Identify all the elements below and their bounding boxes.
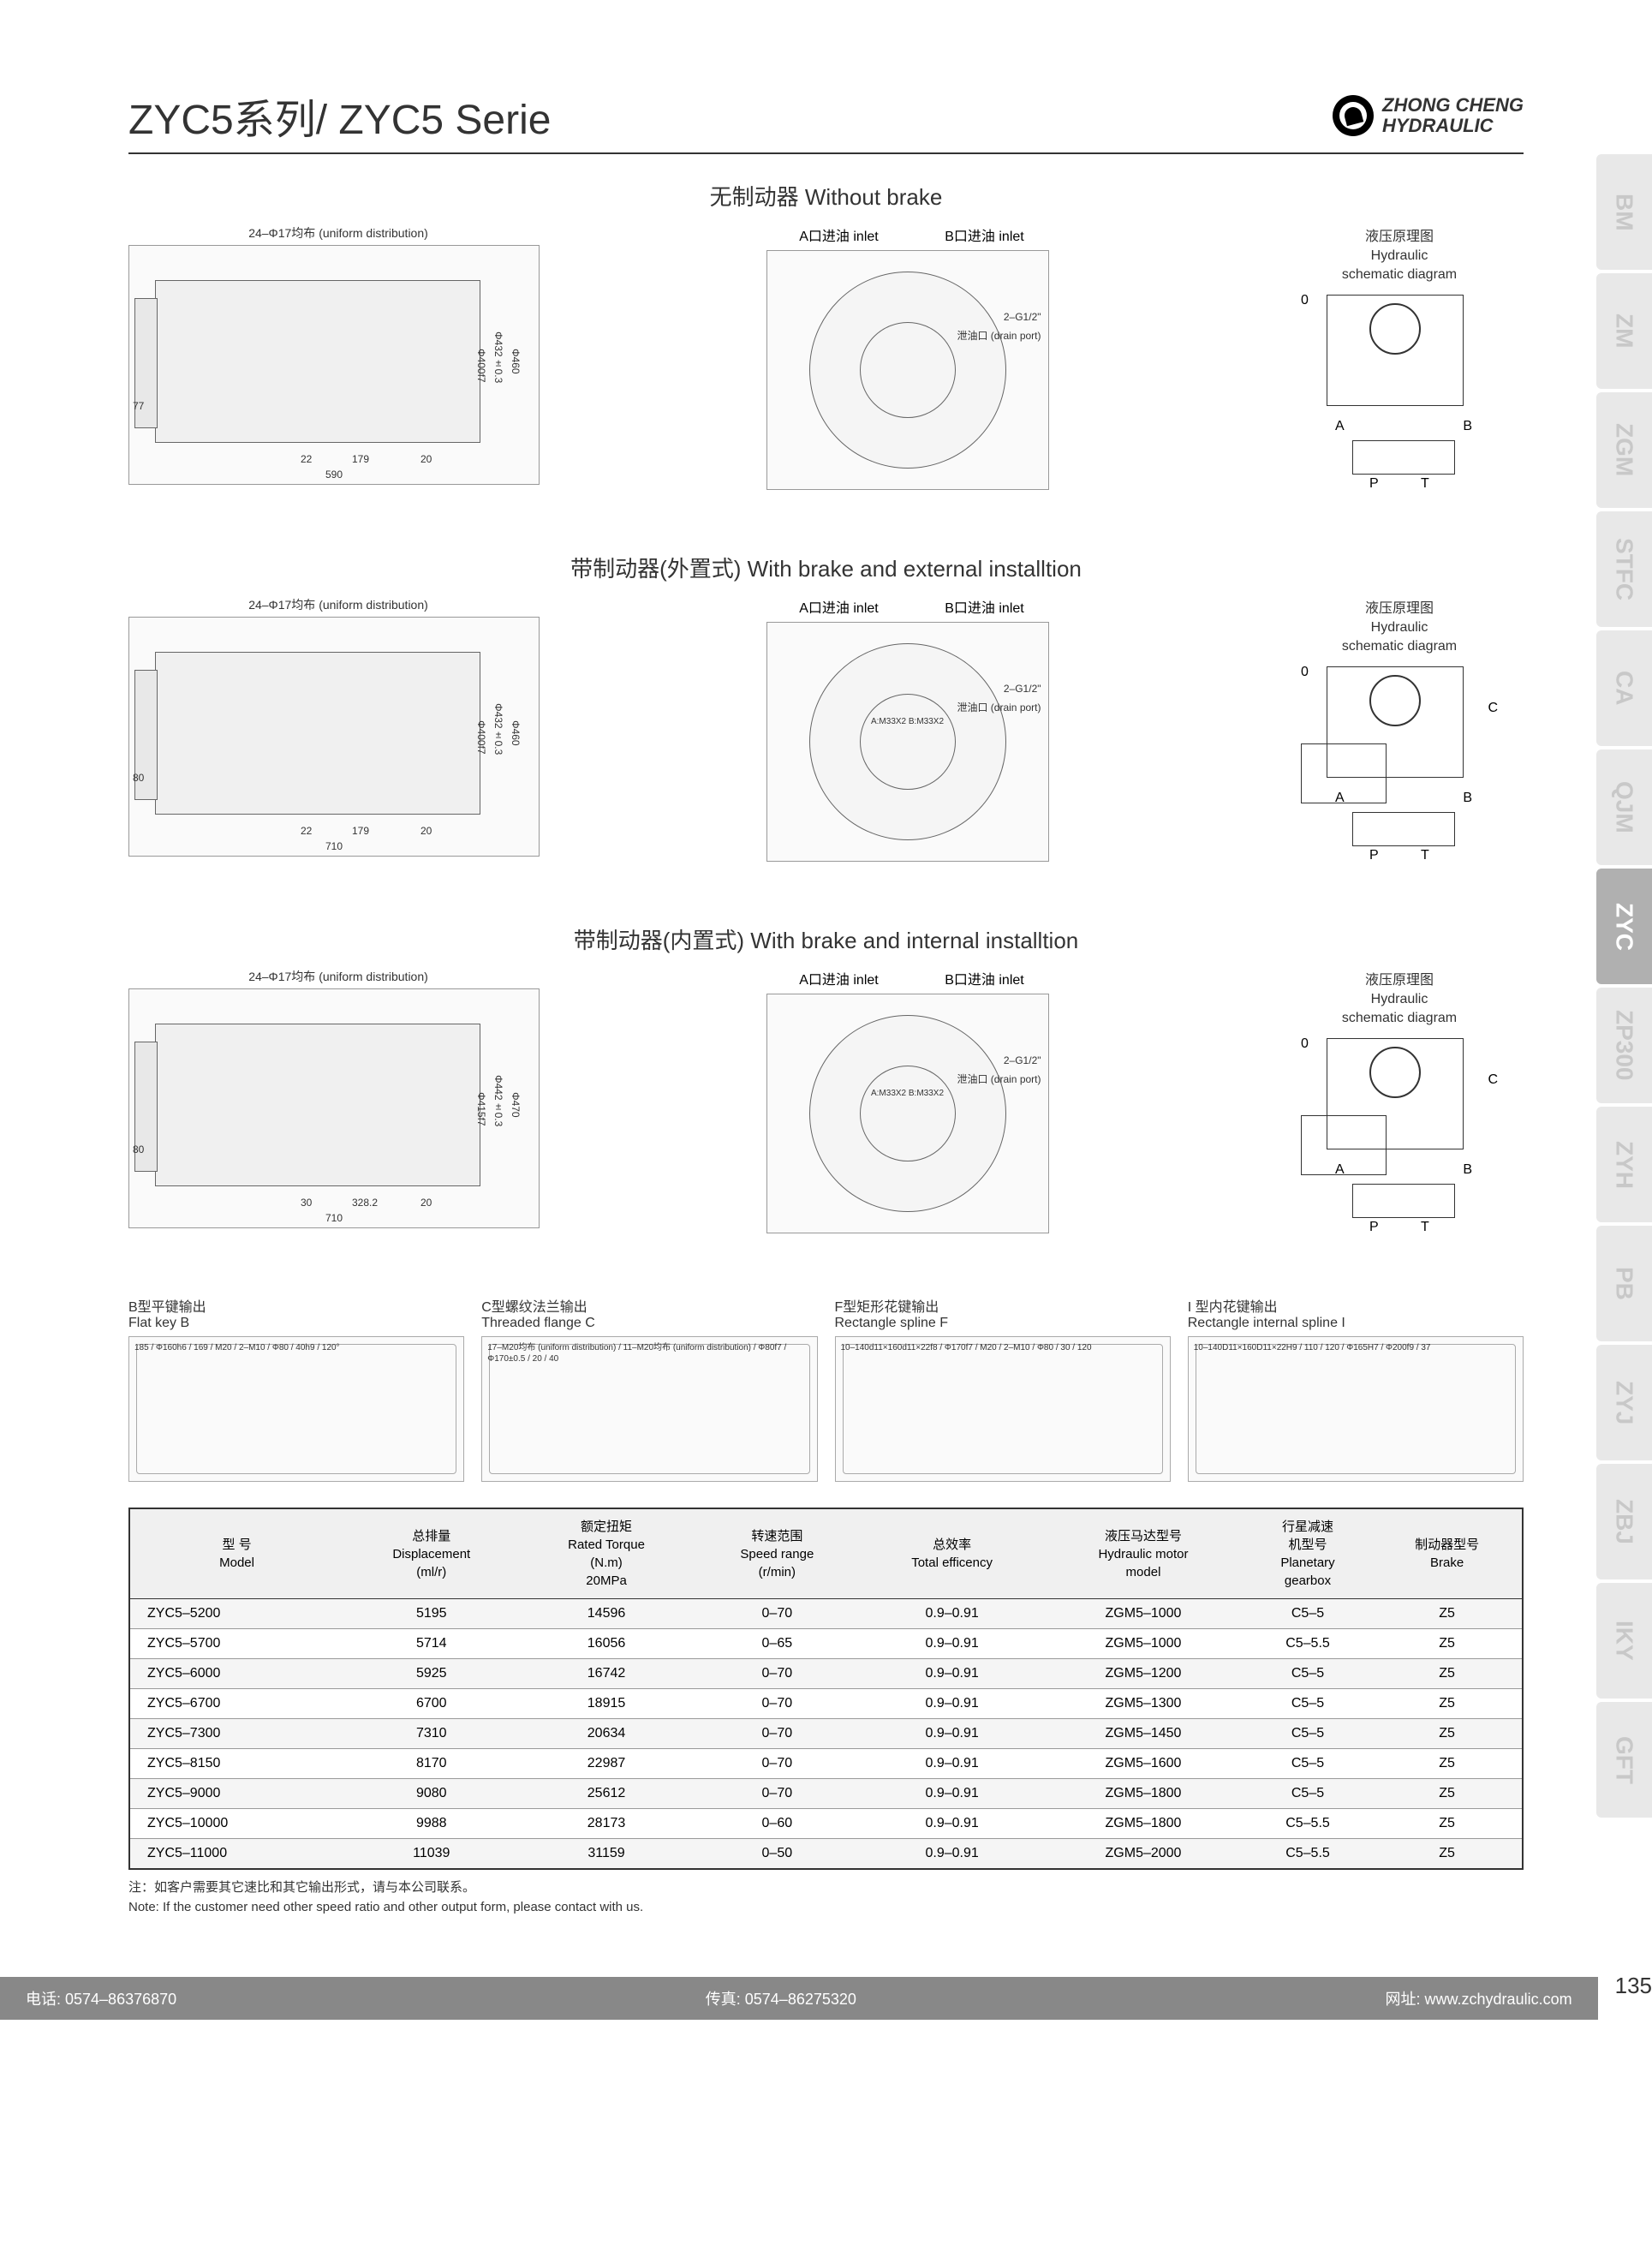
front-view-diagram: 2–G1/2" 泄油口 (drain port) A:M33X2 B:M33X2 — [766, 622, 1049, 862]
output-type-3: I 型内花键输出Rectangle internal spline I 10–1… — [1188, 1295, 1524, 1482]
side-tab-zgm[interactable]: ZGM — [1596, 392, 1652, 508]
table-note: 注：如客户需要其它速比和其它输出形式，请与本公司联系。 Note: If the… — [128, 1878, 1524, 1917]
company-logo: ZHONG CHENG HYDRAULIC — [1333, 95, 1524, 136]
table-header: 总排量Displacement(ml/r) — [343, 1508, 519, 1599]
side-tab-bm[interactable]: BM — [1596, 154, 1652, 270]
side-tab-ca[interactable]: CA — [1596, 630, 1652, 746]
front-view-diagram: 2–G1/2" 泄油口 (drain port) — [766, 250, 1049, 490]
table-row: ZYC5–67006700189150–700.9–0.91ZGM5–1300C… — [129, 1689, 1523, 1719]
output-type-2: F型矩形花键输出Rectangle spline F 10–140d11×160… — [835, 1295, 1171, 1482]
table-header: 额定扭矩Rated Torque(N.m)20MPa — [519, 1508, 693, 1599]
page-number: 135 — [1615, 1973, 1652, 1999]
table-row: ZYC5–60005925167420–700.9–0.91ZGM5–1200C… — [129, 1659, 1523, 1689]
diagram-row-2: 24–Φ17均布 (uniform distribution) 710 30 3… — [128, 968, 1524, 1269]
output-diagram: 17–M20均布 (uniform distribution) / 11–M20… — [481, 1336, 817, 1482]
footer-fax: 传真: 0574–86275320 — [706, 1987, 856, 2009]
table-row: ZYC5–90009080256120–700.9–0.91ZGM5–1800C… — [129, 1779, 1523, 1809]
logo-icon — [1333, 95, 1374, 136]
front-view-diagram: 2–G1/2" 泄油口 (drain port) A:M33X2 B:M33X2 — [766, 994, 1049, 1233]
section-title-0: 无制动器 Without brake — [128, 180, 1524, 212]
footer-tel: 电话: 0574–86376870 — [26, 1987, 176, 2009]
side-navigation: BMZMZGMSTFCCAQJMZYCZP300ZYHPBZYJZBJIKYGF… — [1596, 154, 1652, 1818]
side-tab-zbj[interactable]: ZBJ — [1596, 1464, 1652, 1579]
side-tab-zyc[interactable]: ZYC — [1596, 869, 1652, 984]
table-header: 型 号Model — [129, 1508, 343, 1599]
footer-web: 网址: www.zchydraulic.com — [1386, 1987, 1572, 2009]
spec-table: 型 号Model总排量Displacement(ml/r)额定扭矩Rated T… — [128, 1508, 1524, 1870]
diagram-row-1: 24–Φ17均布 (uniform distribution) 710 22 1… — [128, 596, 1524, 898]
table-header: 液压马达型号Hydraulic motormodel — [1043, 1508, 1243, 1599]
table-row: ZYC5–100009988281730–600.9–0.91ZGM5–1800… — [129, 1809, 1523, 1839]
side-tab-stfc[interactable]: STFC — [1596, 511, 1652, 627]
side-view-diagram: 710 22 179 20 80 Φ400f7 Φ432±0.3 Φ460 — [128, 617, 540, 857]
side-tab-iky[interactable]: IKY — [1596, 1583, 1652, 1699]
hydraulic-schematic: C 0 A B P T — [1275, 658, 1515, 898]
side-view-diagram: 590 22 179 20 77 Φ400f7 Φ432±0.3 Φ460 — [128, 245, 540, 485]
side-tab-zm[interactable]: ZM — [1596, 273, 1652, 389]
table-header: 转速范围Speed range(r/min) — [694, 1508, 861, 1599]
hydraulic-schematic: C 0 A B P T — [1275, 1030, 1515, 1269]
section-title-2: 带制动器(内置式) With brake and internal instal… — [128, 923, 1524, 955]
diagram-row-0: 24–Φ17均布 (uniform distribution) 590 22 1… — [128, 224, 1524, 526]
output-type-1: C型螺纹法兰输出Threaded flange C 17–M20均布 (unif… — [481, 1295, 817, 1482]
side-tab-gft[interactable]: GFT — [1596, 1702, 1652, 1818]
side-tab-zyh[interactable]: ZYH — [1596, 1107, 1652, 1222]
table-header: 制动器型号Brake — [1372, 1508, 1523, 1599]
hydraulic-schematic: 0 A B P T — [1275, 286, 1515, 526]
side-tab-qjm[interactable]: QJM — [1596, 749, 1652, 865]
output-types-row: B型平键输出Flat key B 185 / Φ160h6 / 169 / M2… — [128, 1295, 1524, 1482]
table-row: ZYC5–1100011039311590–500.9–0.91ZGM5–200… — [129, 1839, 1523, 1870]
table-row: ZYC5–73007310206340–700.9–0.91ZGM5–1450C… — [129, 1719, 1523, 1749]
page-header: ZYC5系列/ ZYC5 Serie ZHONG CHENG HYDRAULIC — [128, 86, 1524, 154]
output-type-0: B型平键输出Flat key B 185 / Φ160h6 / 169 / M2… — [128, 1295, 464, 1482]
output-diagram: 10–140d11×160d11×22f8 / Φ170f7 / M20 / 2… — [835, 1336, 1171, 1482]
table-row: ZYC5–81508170229870–700.9–0.91ZGM5–1600C… — [129, 1749, 1523, 1779]
side-tab-zyj[interactable]: ZYJ — [1596, 1345, 1652, 1460]
output-diagram: 10–140D11×160D11×22H9 / 110 / 120 / Φ165… — [1188, 1336, 1524, 1482]
page-title: ZYC5系列/ ZYC5 Serie — [128, 86, 551, 146]
logo-text: ZHONG CHENG HYDRAULIC — [1382, 95, 1524, 136]
table-header: 行星减速机型号Planetarygearbox — [1243, 1508, 1372, 1599]
page-footer: 电话: 0574–86376870 传真: 0574–86275320 网址: … — [0, 1951, 1652, 2020]
side-tab-zp300[interactable]: ZP300 — [1596, 988, 1652, 1103]
side-view-diagram: 710 30 328.2 20 80 Φ415f7 Φ442±0.3 Φ470 — [128, 988, 540, 1228]
output-diagram: 185 / Φ160h6 / 169 / M20 / 2–M10 / Φ80 /… — [128, 1336, 464, 1482]
side-tab-pb[interactable]: PB — [1596, 1226, 1652, 1341]
table-row: ZYC5–57005714160560–650.9–0.91ZGM5–1000C… — [129, 1629, 1523, 1659]
table-row: ZYC5–52005195145960–700.9–0.91ZGM5–1000C… — [129, 1599, 1523, 1629]
table-header: 总效率Total efficency — [861, 1508, 1043, 1599]
section-title-1: 带制动器(外置式) With brake and external instal… — [128, 552, 1524, 583]
